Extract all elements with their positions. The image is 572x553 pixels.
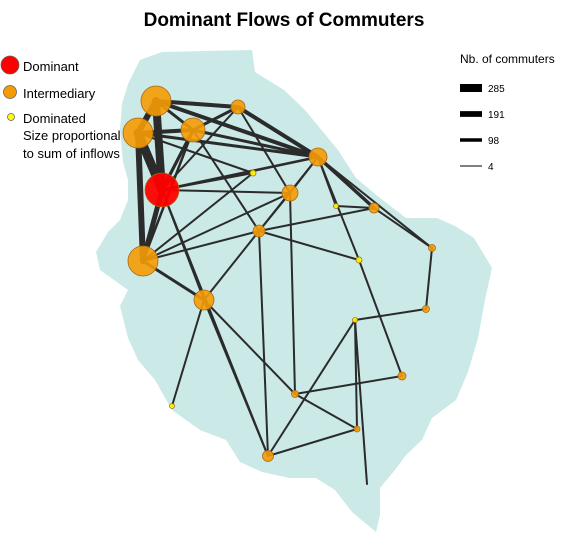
- intermediary-node: [140, 85, 172, 117]
- flow-line: [267, 319, 356, 457]
- flow-line: [373, 207, 433, 249]
- flow-line: [142, 192, 291, 262]
- commune-nodes: [122, 85, 436, 462]
- flow-line: [267, 428, 358, 457]
- intermediary-node: [127, 245, 159, 277]
- flow-line: [358, 259, 403, 377]
- legend-label-dominant: Dominant: [23, 59, 79, 74]
- intermediary-node: [122, 117, 154, 149]
- flow-line: [258, 207, 375, 232]
- legend-label-dominated: Dominated: [23, 111, 86, 126]
- flow-line: [161, 189, 291, 194]
- flow-line: [161, 106, 239, 191]
- flow-line: [258, 230, 269, 457]
- flow-legend-label-285: 285: [488, 84, 505, 95]
- flow-line: [171, 299, 205, 407]
- dominated-node: [169, 403, 175, 409]
- intermediary-node: [252, 224, 266, 238]
- flow-legend-label-98: 98: [488, 136, 500, 147]
- flow-legend-title: Nb. of commuters: [460, 52, 555, 66]
- intermediary-node: [308, 147, 328, 167]
- flow-line: [136, 131, 320, 159]
- intermediary-swatch: [3, 85, 17, 99]
- flow-line: [203, 230, 260, 301]
- region-area: [96, 50, 492, 532]
- dominated-node: [333, 203, 339, 209]
- dominant-swatch: [0, 55, 20, 75]
- flow-line: [317, 156, 433, 249]
- intermediary-node: [291, 390, 299, 398]
- flow-line: [137, 132, 254, 174]
- flow-line: [294, 393, 358, 430]
- dominant-node: [144, 172, 180, 208]
- intermediary-node: [180, 117, 206, 143]
- intermediary-node: [368, 202, 380, 214]
- flow-line: [236, 105, 320, 159]
- dominated-node: [249, 169, 257, 177]
- intermediary-node: [230, 99, 246, 115]
- flow-line: [335, 205, 375, 209]
- flow-line: [354, 308, 427, 321]
- flow-line: [317, 156, 360, 261]
- flow-line: [154, 99, 320, 159]
- flow-line: [237, 106, 291, 194]
- intermediary-node: [397, 371, 407, 381]
- flow-line: [142, 230, 260, 262]
- flow-lines: [133, 97, 433, 485]
- intermediary-node: [262, 450, 274, 462]
- size-note-line1: Size proportional: [23, 128, 121, 143]
- dominated-node: [352, 317, 358, 323]
- flow-line: [135, 130, 146, 264]
- dominated-node: [355, 256, 363, 264]
- intermediary-node: [422, 305, 430, 313]
- map-title: Dominant Flows of Commuters: [144, 10, 425, 31]
- flow-line: [425, 247, 433, 310]
- flow-line: [142, 172, 254, 262]
- intermediary-node: [193, 289, 215, 311]
- legend-label-intermediary: Intermediary: [23, 86, 96, 101]
- size-note-line2: to sum of inflows: [23, 146, 120, 161]
- intermediary-node: [428, 244, 436, 252]
- flow-line: [294, 375, 403, 395]
- flow-legend: Nb. of commuters 285 191 98 4: [460, 52, 555, 173]
- flow-line: [203, 299, 296, 395]
- intermediary-node: [281, 184, 299, 202]
- flow-legend-label-4: 4: [488, 162, 494, 173]
- flow-line: [192, 129, 260, 232]
- flow-line: [161, 189, 269, 457]
- flow-line: [354, 319, 368, 485]
- flow-line: [289, 192, 296, 395]
- dominated-swatch: [7, 113, 15, 121]
- node-legend: Dominant Intermediary Dominated Size pro…: [0, 55, 121, 161]
- flow-line: [258, 230, 360, 261]
- flow-legend-label-191: 191: [488, 110, 505, 121]
- intermediary-node: [353, 425, 361, 433]
